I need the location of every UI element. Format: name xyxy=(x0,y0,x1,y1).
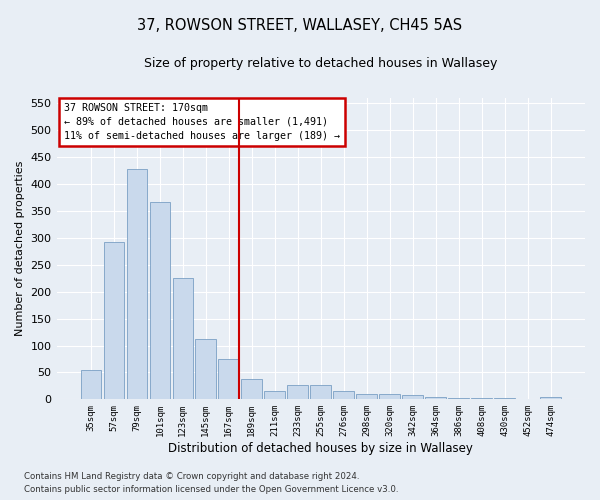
Bar xyxy=(104,242,124,400)
Bar xyxy=(218,359,239,400)
Bar xyxy=(173,278,193,400)
Text: 37, ROWSON STREET, WALLASEY, CH45 5AS: 37, ROWSON STREET, WALLASEY, CH45 5AS xyxy=(137,18,463,32)
Bar xyxy=(287,385,308,400)
Bar xyxy=(334,392,354,400)
Bar xyxy=(494,398,515,400)
Bar xyxy=(540,397,561,400)
Bar xyxy=(149,202,170,400)
Bar xyxy=(310,385,331,400)
Y-axis label: Number of detached properties: Number of detached properties xyxy=(15,161,25,336)
Bar xyxy=(403,395,423,400)
Bar xyxy=(356,394,377,400)
Bar xyxy=(448,398,469,400)
X-axis label: Distribution of detached houses by size in Wallasey: Distribution of detached houses by size … xyxy=(169,442,473,455)
Text: Contains HM Land Registry data © Crown copyright and database right 2024.
Contai: Contains HM Land Registry data © Crown c… xyxy=(24,472,398,494)
Bar xyxy=(517,399,538,400)
Bar xyxy=(241,379,262,400)
Bar xyxy=(379,394,400,400)
Bar xyxy=(196,338,216,400)
Bar xyxy=(425,397,446,400)
Bar xyxy=(80,370,101,400)
Bar xyxy=(265,392,285,400)
Bar xyxy=(127,169,147,400)
Text: 37 ROWSON STREET: 170sqm
← 89% of detached houses are smaller (1,491)
11% of sem: 37 ROWSON STREET: 170sqm ← 89% of detach… xyxy=(64,102,340,141)
Bar xyxy=(472,398,492,400)
Title: Size of property relative to detached houses in Wallasey: Size of property relative to detached ho… xyxy=(144,58,497,70)
